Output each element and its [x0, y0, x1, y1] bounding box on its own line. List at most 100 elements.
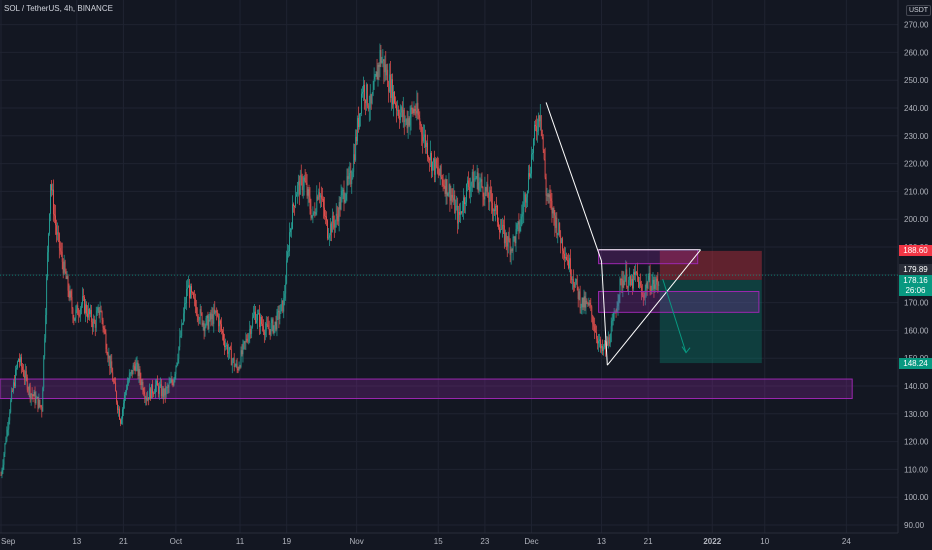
candle	[156, 378, 157, 392]
candle	[165, 386, 167, 398]
candle	[168, 376, 170, 394]
candle-body	[192, 292, 194, 298]
candle-body	[158, 385, 159, 394]
candle-body	[132, 365, 134, 375]
candle	[402, 96, 404, 128]
candle	[139, 366, 141, 386]
candle-body	[157, 380, 158, 386]
candle-body	[278, 310, 280, 319]
candle	[174, 371, 176, 383]
candle-body	[432, 158, 434, 162]
candle-body	[203, 322, 205, 331]
candle-body	[613, 312, 615, 320]
candle	[618, 294, 620, 311]
candle-body	[159, 384, 161, 387]
candle-body	[153, 393, 154, 395]
candle	[261, 316, 263, 332]
countdown-tag: 26:06	[899, 285, 932, 296]
candle	[357, 115, 359, 145]
candle	[414, 105, 416, 116]
candle	[244, 340, 246, 350]
candle	[203, 320, 205, 340]
candle-body	[513, 236, 515, 238]
candle-body	[107, 354, 109, 359]
candle-body	[385, 64, 387, 76]
candle	[521, 204, 523, 227]
candle	[458, 205, 460, 230]
candle	[535, 119, 536, 132]
candle	[358, 106, 359, 133]
candle-body	[137, 362, 139, 376]
candle	[234, 363, 236, 368]
symbol-title: SOL / TetherUS, 4h, BINANCE	[4, 4, 113, 13]
candle-body	[398, 115, 400, 121]
candle	[359, 113, 360, 130]
candle	[491, 186, 493, 214]
candle	[559, 222, 561, 238]
candle	[478, 173, 480, 195]
candle-body	[102, 319, 104, 328]
candle-body	[122, 409, 123, 419]
candle-body	[220, 320, 221, 325]
candle-body	[519, 226, 521, 232]
candle	[70, 289, 72, 301]
candle-body	[116, 391, 118, 403]
candle	[351, 170, 353, 194]
candle	[495, 204, 496, 222]
candle	[502, 219, 504, 234]
candle-body	[573, 283, 575, 288]
candle-body	[70, 291, 72, 298]
candle-body	[262, 326, 264, 332]
candle-body	[452, 197, 454, 201]
candle	[79, 309, 81, 318]
candle-body	[355, 136, 357, 161]
candle	[640, 280, 642, 301]
candle-body	[459, 212, 461, 215]
candle-body	[34, 391, 36, 404]
candle-body	[599, 339, 600, 341]
price-axis-label: 260.00	[904, 48, 929, 57]
candle	[240, 346, 242, 369]
candle	[338, 195, 340, 232]
candle-body	[352, 171, 354, 179]
candle	[314, 202, 316, 218]
candle-body	[542, 136, 544, 150]
candle-body	[72, 308, 74, 319]
candle-body	[216, 310, 218, 313]
candle	[10, 398, 12, 414]
candle	[88, 302, 89, 320]
candle-body	[425, 134, 427, 147]
candle-body	[587, 302, 589, 306]
candle-body	[351, 178, 353, 184]
candle-body	[330, 223, 332, 233]
candle	[40, 405, 42, 410]
candle-body	[259, 313, 260, 327]
candle-body	[372, 89, 374, 95]
candle	[188, 275, 189, 288]
candle-body	[589, 302, 591, 305]
candle	[401, 101, 403, 123]
candle-body	[243, 341, 245, 344]
candle-body	[576, 278, 578, 287]
candle	[408, 116, 410, 128]
candle-body	[99, 310, 101, 316]
projection-arrow-head	[681, 346, 691, 354]
candle-body	[430, 152, 431, 161]
candle	[485, 186, 487, 197]
candle-body	[653, 279, 655, 289]
candle	[506, 236, 508, 258]
candle	[538, 114, 540, 128]
candle	[467, 176, 468, 192]
candle	[322, 187, 324, 202]
candle-body	[16, 367, 17, 370]
currency-label[interactable]: USDT	[906, 5, 932, 16]
candle-body	[89, 309, 90, 315]
candle-body	[49, 213, 50, 234]
candlestick-series	[0, 43, 660, 479]
candle	[543, 148, 545, 161]
candle-body	[78, 314, 80, 316]
candle	[259, 304, 260, 335]
candle	[2, 459, 4, 475]
